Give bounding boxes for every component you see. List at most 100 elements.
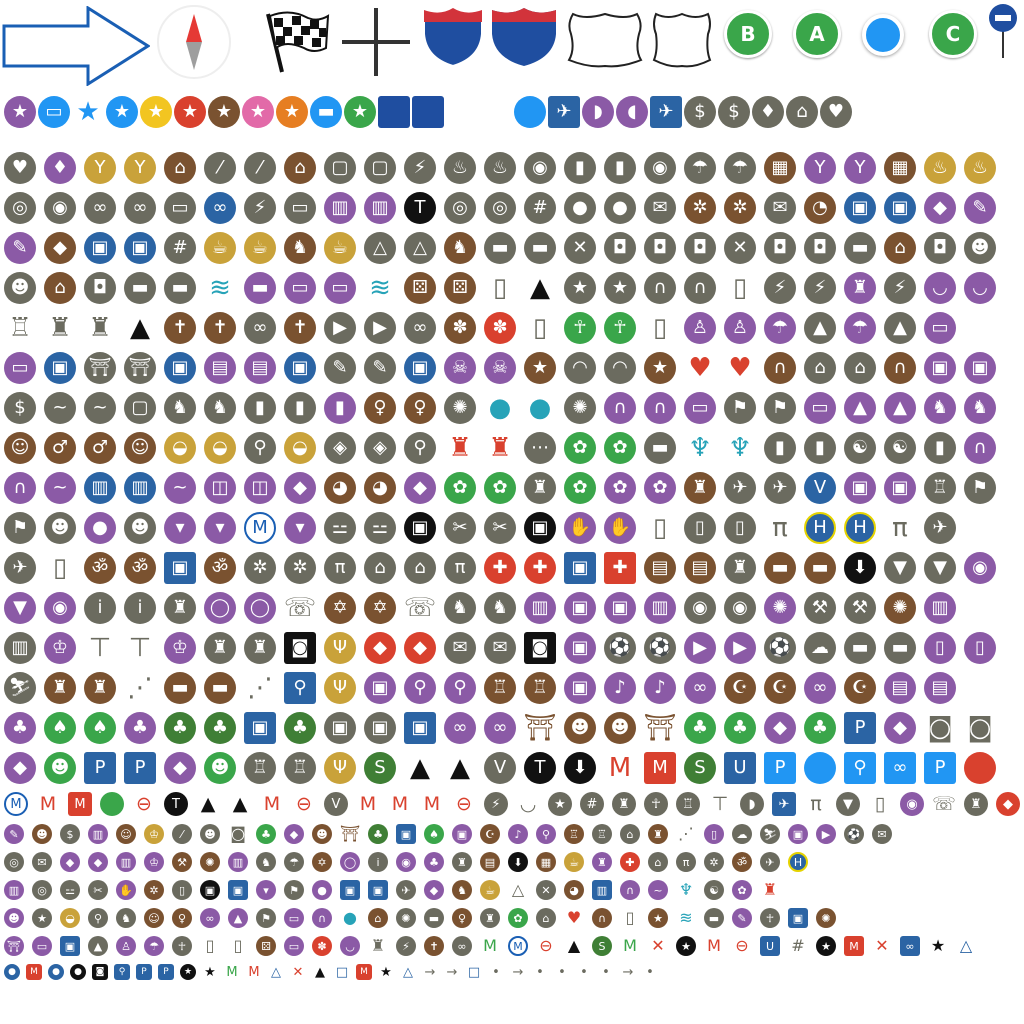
icon-glyph: ♞ (491, 597, 509, 618)
icon-glyph: ⚄ (261, 939, 271, 953)
cloud-icon: ☁ (732, 824, 752, 844)
icon-glyph: ▲ (93, 939, 103, 953)
rugby-icon: ◆ (88, 852, 108, 872)
candy-icon: ◆ (284, 472, 316, 504)
hot-spring-icon: ≋ (364, 272, 396, 304)
interstate-shield-icon (412, 96, 444, 128)
info-icon: i (368, 852, 388, 872)
icon-glyph: Ψ (332, 637, 348, 658)
tank-icon: ▬ (884, 632, 916, 664)
fountain-icon: ♆ (676, 880, 696, 900)
icon-glyph: → (446, 964, 458, 980)
metro-m-icon: M (68, 792, 92, 816)
icon-glyph: ⬇ (572, 757, 588, 778)
icon-glyph: ▮ (295, 397, 305, 418)
icon-glyph: ✲ (292, 557, 308, 578)
icon-glyph: ⚒ (177, 855, 187, 869)
metro-diamond-icon: M (388, 792, 412, 816)
dot-icon: • (532, 964, 548, 980)
icon-glyph: ✿ (652, 477, 668, 498)
icon-glyph: ∩ (973, 437, 987, 458)
restaurant-icon: Ψ (324, 672, 356, 704)
star-pin-orange-icon: ★ (276, 96, 308, 128)
dot-icon: • (642, 964, 658, 980)
icon-glyph: ☻ (316, 827, 328, 841)
red-dot-icon (964, 752, 996, 784)
hospital-icon: H (804, 512, 836, 544)
icon-glyph: i (97, 597, 103, 618)
star-icon: ★ (648, 908, 668, 928)
town-hall-icon: ♖ (4, 312, 36, 344)
ticket-icon: ▭ (804, 392, 836, 424)
fish-icon: ◆ (4, 752, 36, 784)
crossing-icon: ✕ (724, 232, 756, 264)
icon-glyph: ⌂ (814, 357, 826, 378)
ring-icon: ◯ (204, 592, 236, 624)
icon-glyph: ✺ (772, 597, 788, 618)
bus-icon: ▣ (228, 880, 248, 900)
wheel-icon: ✺ (444, 392, 476, 424)
icon-glyph: ▾ (263, 883, 269, 897)
icon-glyph: ▥ (596, 883, 608, 897)
icon-glyph: ॐ (211, 557, 229, 578)
car-icon: ▬ (424, 908, 444, 928)
pill-icon: ◆ (60, 852, 80, 872)
climbing-icon: ☥ (172, 936, 192, 956)
icon-glyph: ♔ (171, 637, 189, 658)
icon-glyph: $ (66, 827, 74, 841)
arrow-line-icon: → (444, 964, 460, 980)
dentist-icon: ⌂ (844, 352, 876, 384)
icon-glyph: ♜ (488, 433, 512, 463)
icon-glyph: ☕ (569, 855, 579, 869)
crab-icon: ✺ (884, 592, 916, 624)
icon-glyph: ♪ (614, 677, 626, 698)
fitness-icon: ⚍ (364, 512, 396, 544)
hiking-icon: ☻ (564, 712, 596, 744)
icon-glyph: ⊤ (128, 633, 152, 663)
icon-glyph: ☠ (491, 357, 509, 378)
parking-meter-icon: ◙ (228, 824, 248, 844)
doctor-icon: $ (4, 392, 36, 424)
candy-icon: ◆ (424, 880, 444, 900)
icon-glyph: ♜ (457, 855, 467, 869)
campsite-icon: △ (364, 232, 396, 264)
lectern-icon: ▼ (884, 552, 916, 584)
icon-glyph: ★ (181, 101, 199, 122)
bicycle-icon: ∞ (200, 908, 220, 928)
castle-icon: ♜ (164, 592, 196, 624)
icon-glyph: ✈ (658, 101, 674, 122)
book-icon: ▥ (924, 592, 956, 624)
icon-glyph: ⚑ (771, 397, 789, 418)
yin-yang-icon: ☯ (704, 880, 724, 900)
trash-icon: ▯ (644, 512, 676, 544)
newspaper-icon: ▤ (884, 672, 916, 704)
hiking-icon: ☻ (312, 824, 332, 844)
hand-icon: ✋ (116, 880, 136, 900)
icon-glyph: ▬ (131, 277, 149, 298)
icon-glyph: ☥ (765, 911, 775, 925)
icon-glyph: ◆ (373, 637, 387, 658)
laundry-icon: ▥ (228, 852, 248, 872)
headphones-icon: ∩ (604, 392, 636, 424)
icon-glyph: ▭ (171, 197, 189, 218)
icon-glyph: ☻ (36, 827, 48, 841)
icon-glyph: ▤ (891, 677, 909, 698)
icon-glyph: ● (612, 197, 628, 218)
icon-glyph: ☻ (210, 757, 230, 778)
underground-icon: ⊖ (536, 936, 556, 956)
defibrillator-icon: ♥ (684, 352, 716, 384)
icon-glyph: ✕ (732, 237, 748, 258)
icon-glyph: ☯ (891, 437, 909, 458)
icon-glyph: M (248, 964, 260, 980)
cemetery-icon: ∩ (644, 272, 676, 304)
icon-glyph: ◎ (452, 197, 468, 218)
metro-train-icon: ▣ (200, 880, 220, 900)
mobile-icon: ▯ (964, 632, 996, 664)
icon-glyph: M (252, 517, 268, 538)
icon-glyph: ∩ (597, 911, 607, 925)
bus-front-icon: ◘ (644, 232, 676, 264)
marketplace-icon: ▣ (564, 632, 596, 664)
icon-glyph: ॐ (131, 557, 149, 578)
icon-glyph: ▾ (295, 517, 305, 538)
icon-glyph: ∩ (693, 277, 707, 298)
